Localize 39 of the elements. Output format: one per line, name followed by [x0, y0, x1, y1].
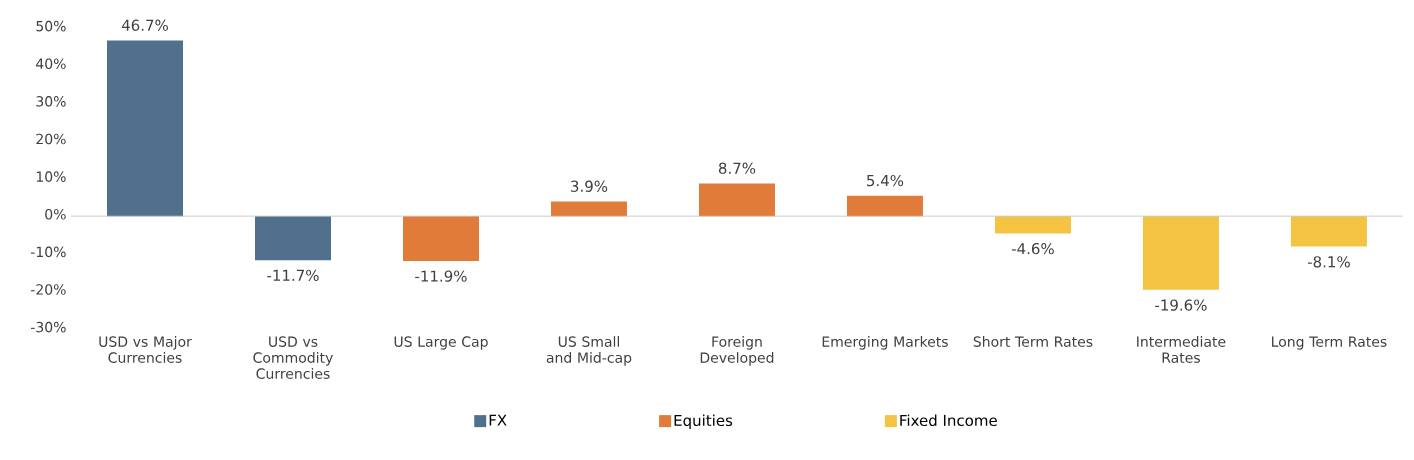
- legend-label: Equities: [674, 414, 733, 429]
- x-tick-label: US Large Cap: [394, 336, 488, 350]
- data-label: 8.7%: [718, 162, 756, 174]
- y-tick-label: 0%: [45, 208, 66, 220]
- x-tick-label: Foreign Developed: [700, 336, 774, 366]
- x-tick-label: Intermediate Rates: [1137, 336, 1226, 363]
- bar: [994, 216, 1071, 234]
- y-tick-label: 30%: [36, 96, 66, 107]
- y-tick-label: 40%: [36, 58, 66, 70]
- bar: [1290, 216, 1367, 247]
- x-tick-label: USD vs Major Currencies: [99, 336, 192, 363]
- data-label: -4.6%: [1011, 242, 1054, 255]
- data-label: 5.4%: [867, 174, 904, 187]
- x-tick-label: Emerging Markets: [822, 336, 948, 350]
- data-label: -11.7%: [267, 269, 319, 282]
- legend-label: FX: [489, 414, 507, 426]
- bar: [107, 40, 183, 217]
- y-tick-label: -20%: [30, 284, 66, 295]
- bar: [698, 183, 775, 217]
- data-label: -11.9%: [415, 270, 467, 282]
- legend-label: Fixed Income: [900, 414, 997, 427]
- bar: [846, 195, 923, 217]
- data-label: 46.7%: [121, 19, 168, 31]
- x-tick-label: Long Term Rates: [1272, 336, 1387, 350]
- x-tick-label: USD vs Commodity Currencies: [253, 336, 333, 379]
- data-label: -19.6%: [1155, 299, 1207, 311]
- bar: [550, 201, 627, 217]
- bar: [1142, 216, 1219, 290]
- y-tick-label: 20%: [36, 133, 66, 145]
- data-label: -8.1%: [1307, 256, 1350, 268]
- x-tick-label: Short Term Rates: [973, 336, 1093, 347]
- x-tick-label: US Small and Mid-cap: [546, 336, 632, 366]
- bar: [254, 216, 331, 261]
- bar: [402, 216, 479, 261]
- y-tick-label: -30%: [30, 321, 66, 333]
- data-label: 3.9%: [571, 180, 608, 192]
- y-tick-label: 50%: [36, 20, 66, 32]
- y-tick-label: -10%: [30, 246, 66, 258]
- y-tick-label: 10%: [36, 171, 66, 182]
